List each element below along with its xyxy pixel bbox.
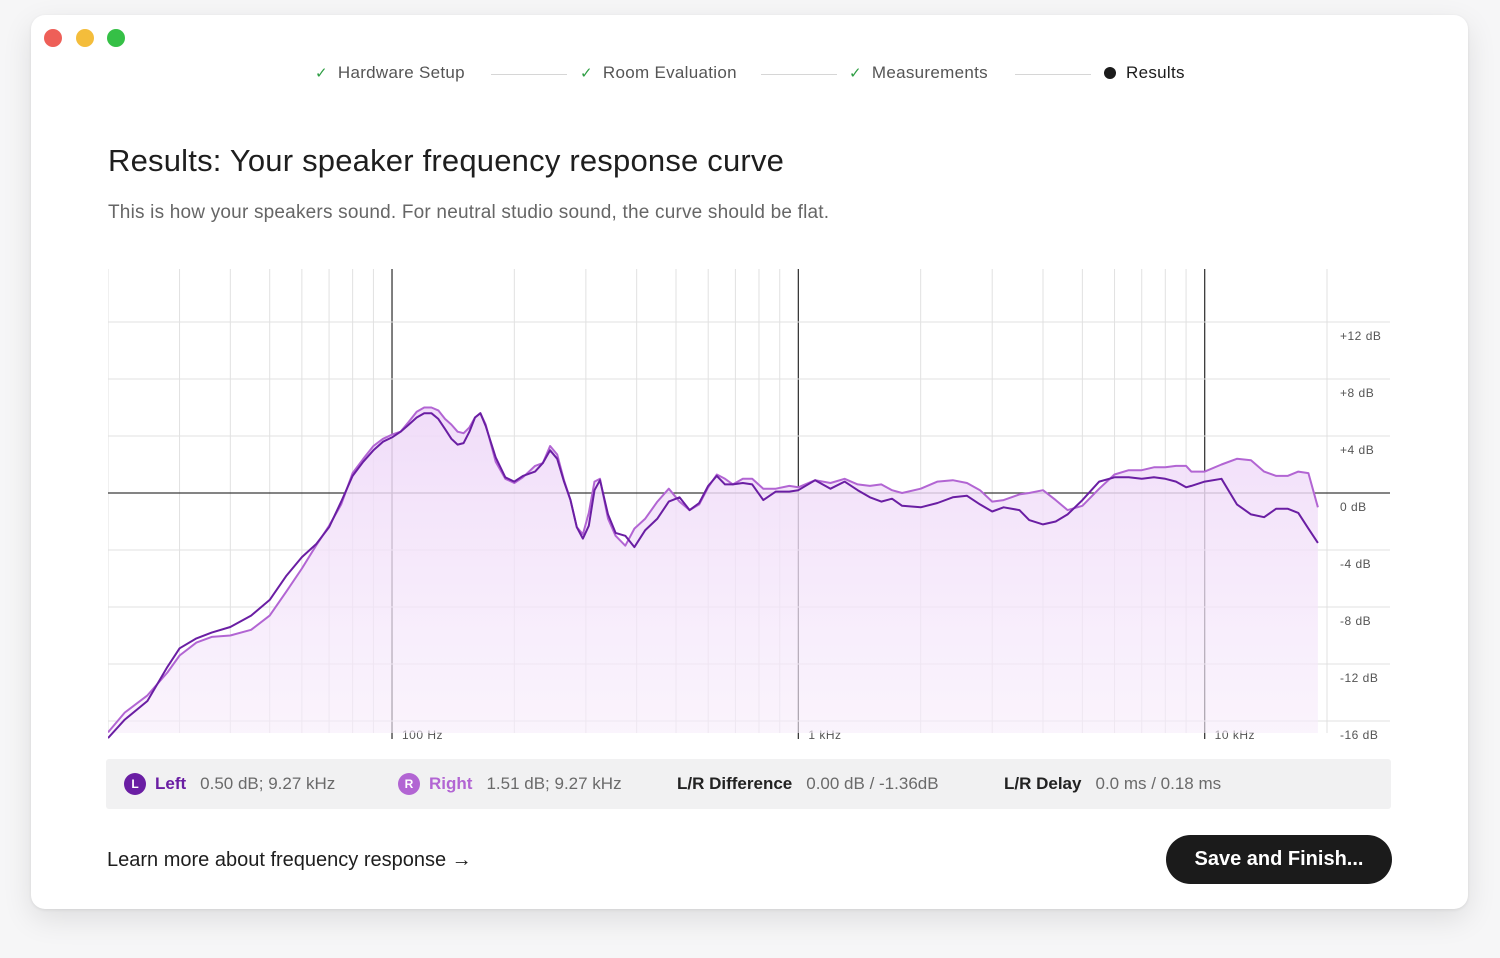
checkmark-icon: ✓	[580, 65, 593, 82]
stat-left-label: Left	[155, 774, 187, 793]
y-tick-label: -12 dB	[1340, 671, 1378, 685]
series-line-left	[108, 412, 1319, 739]
step-separator	[1015, 74, 1091, 75]
stat-delay-value: 0.0 ms / 0.18 ms	[1095, 774, 1222, 793]
stats-bar: L Left 0.50 dB; 9.27 kHz R Right 1.51 dB…	[106, 759, 1391, 809]
x-tick-label: 10 kHz	[1215, 728, 1255, 739]
stat-right: R Right 1.51 dB; 9.27 kHz	[398, 759, 622, 809]
save-and-finish-button[interactable]: Save and Finish...	[1166, 835, 1392, 884]
close-window-button[interactable]	[44, 29, 62, 47]
series-line-right	[108, 406, 1319, 734]
x-tick-label: 1 kHz	[808, 728, 841, 739]
step-results[interactable]: Results	[1104, 63, 1185, 83]
y-tick-label: +12 dB	[1340, 329, 1381, 343]
minimize-window-button[interactable]	[76, 29, 94, 47]
stat-difference-value: 0.00 dB / -1.36dB	[806, 774, 939, 793]
progress-steps: ✓ Hardware Setup ✓ Room Evaluation ✓ Mea…	[31, 63, 1468, 87]
step-label: Results	[1126, 63, 1185, 82]
frequency-response-chart: +12 dB +8 dB +4 dB 0 dB -4 dB -8 dB -12 dB -16 …	[108, 269, 1390, 739]
stat-right-value: 1.51 dB; 9.27 kHz	[486, 774, 622, 793]
y-tick-label: -4 dB	[1340, 557, 1371, 571]
stat-difference: L/R Difference 0.00 dB / -1.36dB	[677, 759, 939, 809]
stat-right-label: Right	[429, 774, 473, 793]
stat-difference-label: L/R Difference	[677, 774, 793, 793]
y-tick-label: -8 dB	[1340, 614, 1371, 628]
step-measurements[interactable]: ✓ Measurements	[849, 63, 988, 83]
stat-delay: L/R Delay 0.0 ms / 0.18 ms	[1004, 759, 1221, 809]
stat-delay-label: L/R Delay	[1004, 774, 1082, 793]
checkmark-icon: ✓	[849, 65, 862, 82]
y-tick-label: -16 dB	[1340, 728, 1378, 739]
learn-more-link[interactable]: Learn more about frequency response →	[107, 849, 472, 871]
step-separator	[761, 74, 837, 75]
right-channel-badge-icon: R	[398, 773, 420, 795]
x-tick-label: 100 Hz	[402, 728, 443, 739]
stat-left-value: 0.50 dB; 9.27 kHz	[200, 774, 336, 793]
step-separator	[491, 74, 567, 75]
stat-left: L Left 0.50 dB; 9.27 kHz	[124, 759, 335, 809]
page-subtitle: This is how your speakers sound. For neu…	[108, 202, 830, 223]
zoom-window-button[interactable]	[107, 29, 125, 47]
page-title: Results: Your speaker frequency response…	[108, 143, 785, 178]
response-fill-area	[108, 407, 1318, 733]
y-tick-label: +4 dB	[1340, 443, 1374, 457]
step-label: Room Evaluation	[602, 63, 737, 82]
step-room-evaluation[interactable]: ✓ Room Evaluation	[580, 63, 737, 83]
y-tick-label: +8 dB	[1340, 386, 1374, 400]
left-channel-badge-icon: L	[124, 773, 146, 795]
current-step-dot-icon	[1104, 67, 1116, 79]
checkmark-icon: ✓	[315, 65, 328, 82]
y-tick-label: 0 dB	[1340, 500, 1367, 514]
step-label: Hardware Setup	[337, 63, 465, 82]
step-label: Measurements	[871, 63, 988, 82]
app-window: ✓ Hardware Setup ✓ Room Evaluation ✓ Mea…	[31, 15, 1468, 909]
step-hardware-setup[interactable]: ✓ Hardware Setup	[315, 63, 465, 83]
